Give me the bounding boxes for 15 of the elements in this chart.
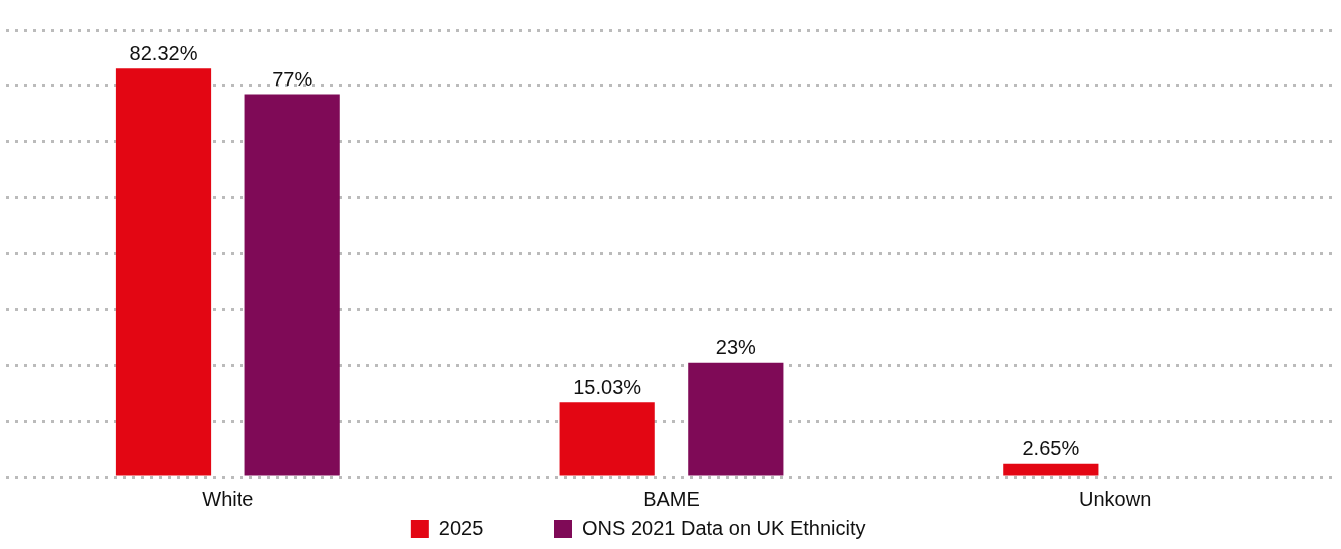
data-label: 82.32% [129, 41, 198, 64]
bar [1003, 463, 1099, 476]
bar [115, 68, 212, 476]
x-tick-label: Unkown [1079, 487, 1152, 510]
legend-label: 2025 [438, 516, 551, 539]
legend-label: ONS 2021 Data on UK Ethnicity [582, 516, 933, 539]
bar [244, 94, 340, 476]
x-tick-label: White [202, 487, 254, 510]
bar [688, 362, 784, 476]
data-label: 23% [715, 336, 757, 359]
data-label: 15.03% [573, 375, 642, 398]
x-tick-label: BAME [643, 487, 700, 510]
data-label: 77% [272, 68, 313, 91]
bar [559, 402, 655, 476]
data-label: 2.65% [1022, 437, 1080, 460]
